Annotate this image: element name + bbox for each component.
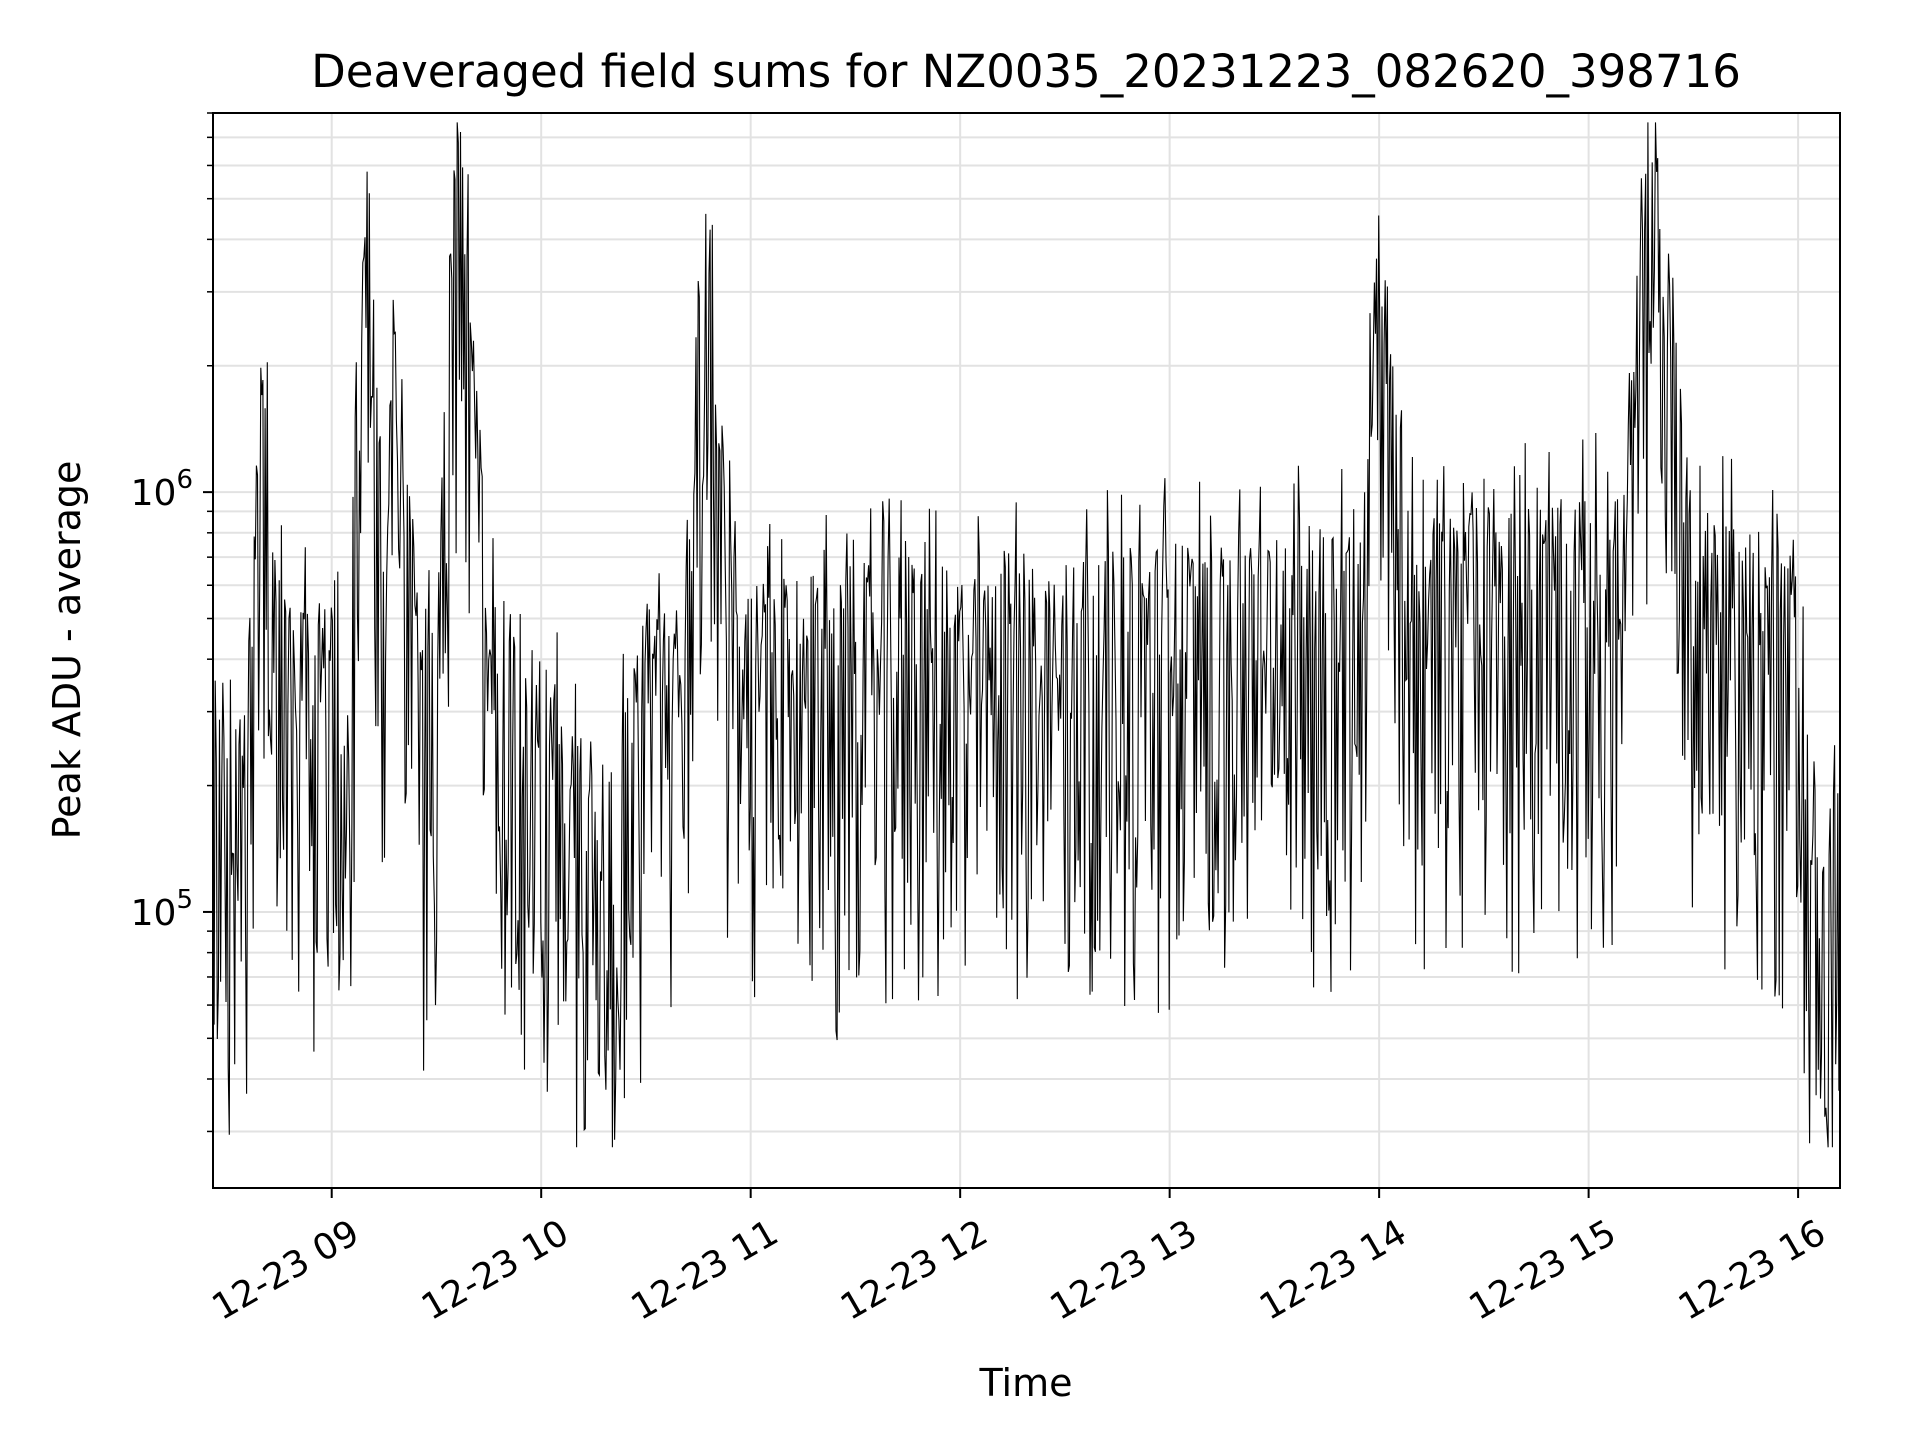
y-tick-label: 106 bbox=[131, 465, 193, 514]
data-layer bbox=[212, 122, 1841, 1148]
series-line bbox=[212, 122, 1841, 1148]
plot-frame bbox=[212, 112, 1841, 1189]
y-axis-label: Peak ADU - average bbox=[45, 461, 89, 840]
y-tick-label: 105 bbox=[131, 885, 193, 934]
x-axis-label: Time bbox=[979, 1361, 1073, 1405]
chart-title: Deaveraged field sums for NZ0035_2023122… bbox=[311, 45, 1741, 98]
